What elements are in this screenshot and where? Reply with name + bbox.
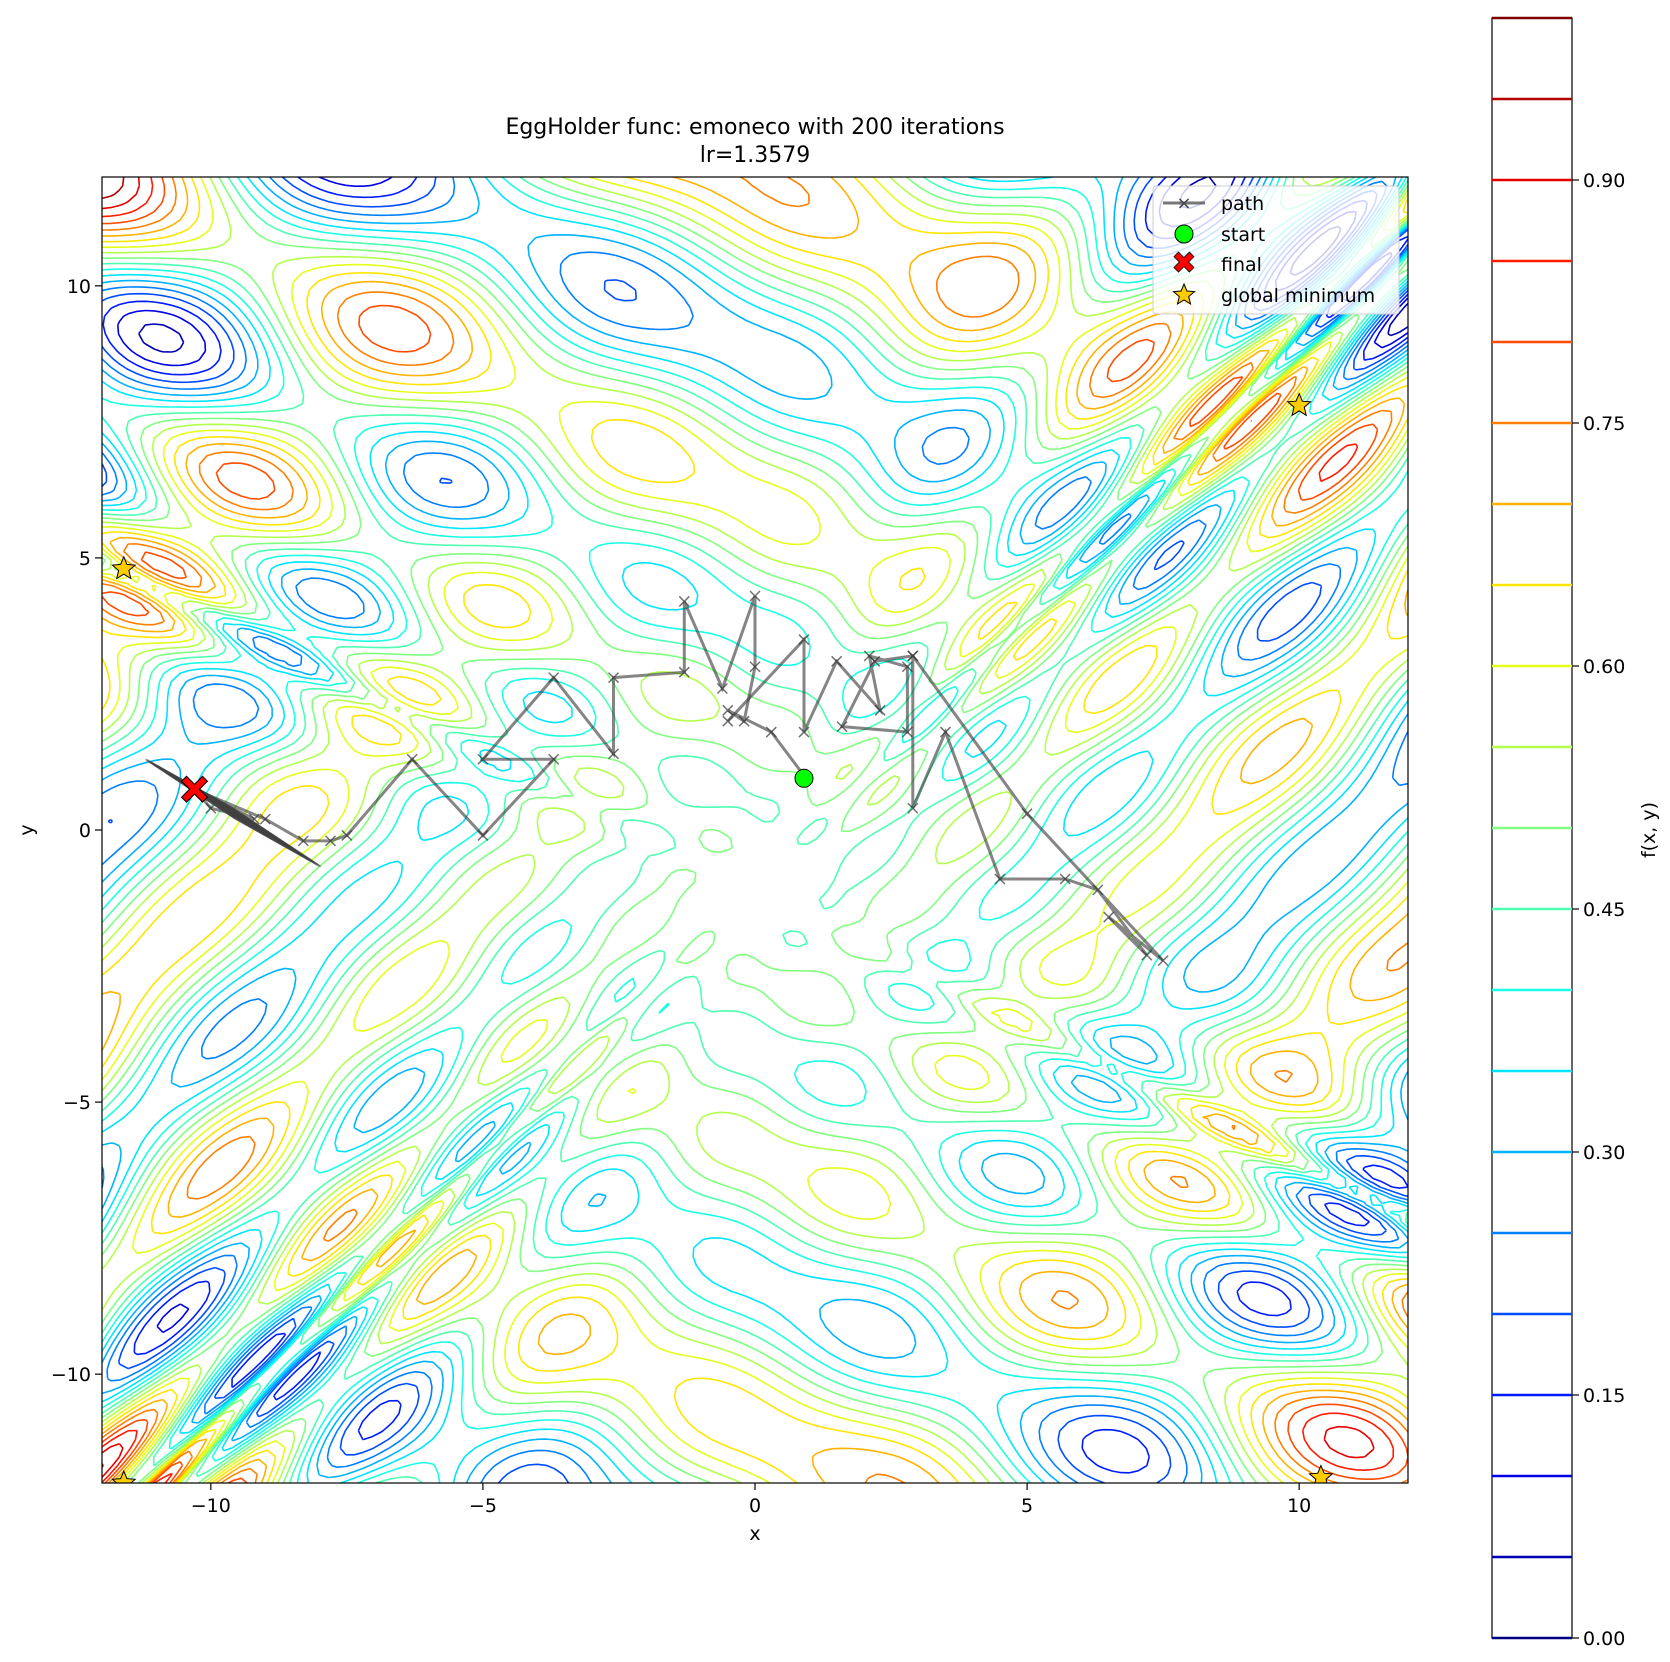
y-tick-label: −5 [63,1092,91,1114]
path-point-marker [1021,808,1033,820]
legend-final-marker: ✖ [1171,246,1196,281]
colorbar-ticks: 0.00 0.15 0.30 0.45 0.60 0.75 0.90 [1572,170,1625,1650]
y-axis: −10 −5 0 5 10 [51,276,102,1386]
y-tick-label: 5 [79,548,91,570]
legend-start-marker [1174,224,1194,244]
legend-box [1152,185,1400,315]
legend-path-marker: × [1176,193,1191,214]
global-minimum-star [111,1469,137,1483]
path-point-marker [406,753,418,765]
legend-entry-global-minimum: global minimum [1172,282,1375,307]
path-point-marker [901,661,913,673]
path-point-marker [939,726,951,738]
path-point-marker [765,726,777,738]
x-tick-label: −10 [191,1495,231,1517]
final-marker [182,776,207,802]
colorbar-level-lines [1492,16,1572,1640]
markers [111,392,1334,1483]
y-tick-label: 10 [67,276,91,298]
colorbar-tick-label: 0.45 [1583,899,1625,921]
legend-entry-start: start [1174,224,1265,246]
path-point-marker [716,682,728,695]
path-point-marker [297,835,309,847]
chart-subtitle: lr=1.3579 [700,143,811,168]
path-point-marker [836,721,848,733]
start-marker [794,768,814,788]
colorbar-tick-label: 0.60 [1583,656,1625,678]
y-tick-label: 0 [79,820,91,842]
x-axis-label: x [749,1523,760,1545]
path-point-marker [1157,955,1169,967]
path-point-marker [869,655,881,667]
contour-level-0.90 [102,177,1375,1478]
colorbar-tick-label: 0.15 [1583,1385,1625,1407]
x-tick-label: 0 [749,1495,761,1517]
path-point-marker [901,726,913,738]
global-minimum-star [1286,392,1312,417]
path-point-marker [678,666,690,678]
path-point-marker [798,726,810,738]
legend-star-marker [1172,282,1196,305]
path-point-marker [678,595,690,607]
global-minimum-star [111,555,137,580]
contour-level-0.30 [102,177,1408,1483]
colorbar-label: f(x, y) [1638,802,1660,858]
path-point-marker [994,873,1006,885]
path-point-marker [722,704,734,716]
path-point-marker [738,715,750,727]
cluster-segment [233,816,322,868]
path-point-marker [548,753,560,765]
x-tick-label: 5 [1021,1495,1033,1517]
path-point-marker [1059,873,1071,885]
path-point-marker [722,715,734,727]
legend-label-start: start [1221,224,1265,246]
contour-level-0.40 [102,177,1408,1483]
path-point-marker [548,672,560,684]
path-point-marker [749,661,761,673]
global-minimum-star [1308,1464,1334,1483]
contour-level-0.80 [102,177,1408,1483]
legend-entry-path: × path [1163,193,1264,215]
colorbar: 0.00 0.15 0.30 0.45 0.60 0.75 0.90 f(x, y) [1491,16,1660,1650]
y-axis-label: y [16,824,38,835]
path-point-marker [874,704,886,716]
colorbar-tick-label: 0.75 [1583,413,1625,435]
plot-area [101,176,1409,1484]
path-point-marker [1092,884,1104,896]
x-tick-label: 10 [1287,1495,1311,1517]
x-tick-label: −5 [469,1495,497,1517]
path-point-marker [907,650,919,662]
colorbar-tick-label: 0.00 [1583,1628,1625,1650]
path-point-marker [607,748,620,760]
contour-level-0.35 [102,177,1408,1483]
path-point-marker [1141,949,1153,961]
path-point-marker [798,634,810,646]
y-tick-label: −10 [51,1364,91,1386]
path-point-marker [477,829,489,841]
path-point-marker [907,802,919,814]
legend-entry-final: ✖ final [1171,246,1262,282]
legend-label-path: path [1221,193,1264,215]
path-point-marker [749,590,761,602]
path-point-marker [341,829,353,841]
path-point-marker [831,655,843,667]
path-line [193,595,806,843]
path-point-marker [325,835,337,847]
plot-background [102,177,1408,1483]
path-point-marker [477,753,489,765]
legend-label-final: final [1221,254,1262,276]
x-axis: −10 −5 0 5 10 [191,1483,1311,1517]
colorbar-tick-label: 0.90 [1583,170,1625,192]
colorbar-tick-label: 0.30 [1583,1142,1625,1164]
legend: × path start ✖ final global minimum [1152,185,1400,315]
path-point-marker [259,813,271,825]
legend-label-global-minimum: global minimum [1221,285,1375,307]
contour-level-0.85 [102,177,1395,1483]
chart-title: EggHolder func: emoneco with 200 iterati… [505,115,1004,140]
path-point-marker [1103,911,1115,923]
path-point-marker [607,672,620,684]
